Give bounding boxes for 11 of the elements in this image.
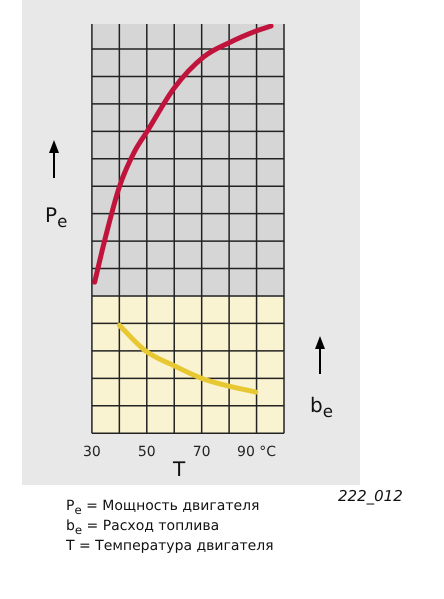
x-tick-label: 70 [192,444,211,460]
x-tick-label: 90 °C [237,444,276,460]
text: T = Температура двигателя [66,538,274,554]
text: 222_012 [338,487,403,505]
x-axis-title: T [173,457,186,481]
text: b$_{e}$ = Расход топлива [66,518,220,537]
y-axis-title: P$_{e}$ [45,203,68,231]
x-tick-label: 50 [138,444,156,460]
text: P$_{e}$ = Мощность двигателя [66,498,260,517]
y2-axis-title: b$_{e}$ [310,393,333,421]
x-tick-label: 30 [82,444,101,460]
